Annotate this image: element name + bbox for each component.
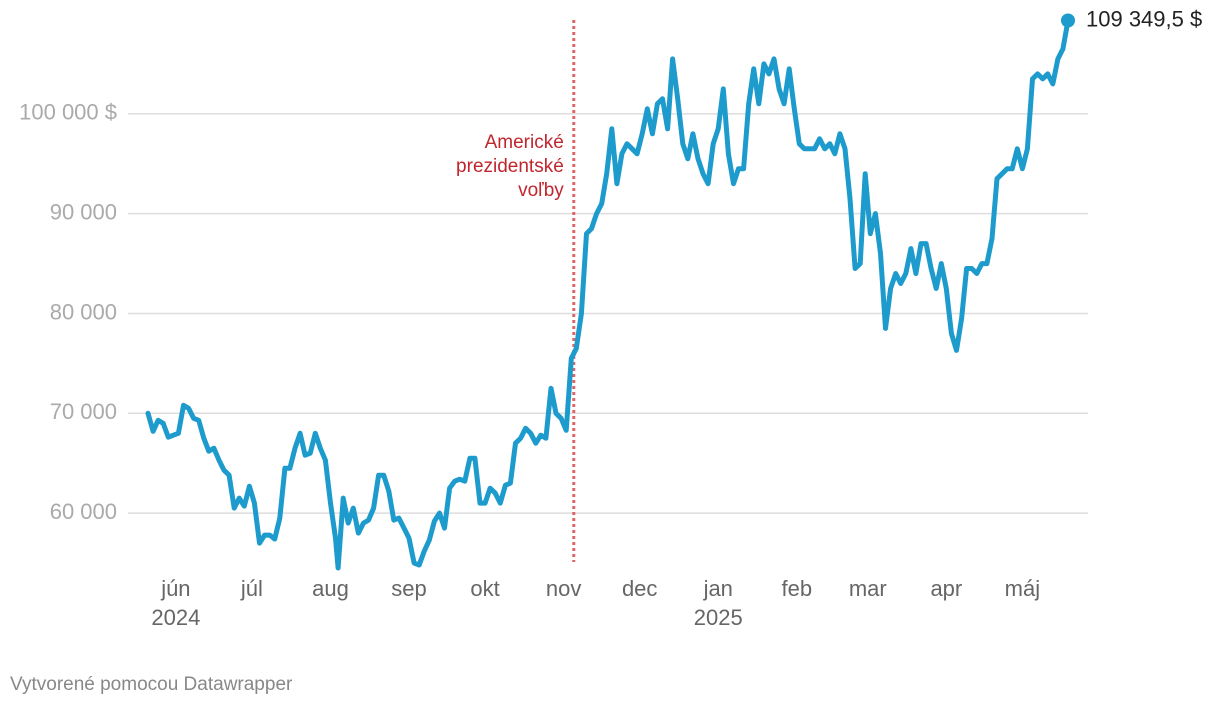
x-year-label: 2024 bbox=[151, 605, 200, 630]
end-label: 109 349,5 $ bbox=[1086, 6, 1202, 31]
x-tick-label: jún bbox=[160, 576, 190, 601]
x-tick-label: nov bbox=[546, 576, 581, 601]
x-tick-label: feb bbox=[782, 576, 813, 601]
x-tick-label: okt bbox=[470, 576, 499, 601]
line bbox=[145, 18, 1071, 571]
x-tick-label: dec bbox=[622, 576, 657, 601]
y-tick-label: 100 000 $ bbox=[19, 100, 117, 125]
event-label: voľby bbox=[518, 180, 564, 201]
x-tick-label: mar bbox=[849, 576, 887, 601]
x-tick-label: júl bbox=[240, 576, 263, 601]
x-tick-label: jan bbox=[703, 576, 733, 601]
x-tick-label: apr bbox=[930, 576, 962, 601]
y-tick-label: 80 000 bbox=[50, 299, 117, 324]
event-label: Americké bbox=[485, 132, 564, 153]
y-tick-label: 60 000 bbox=[50, 499, 117, 524]
x-tick-label: máj bbox=[1005, 576, 1040, 601]
x-tick-label: sep bbox=[391, 576, 426, 601]
y-tick-label: 90 000 bbox=[50, 199, 117, 224]
x-tick-label: aug bbox=[312, 576, 349, 601]
footer: Vytvorené pomocou Datawrapper bbox=[10, 674, 293, 695]
x-year-label: 2025 bbox=[694, 605, 743, 630]
end-dot bbox=[1061, 13, 1075, 28]
y-tick-label: 70 000 bbox=[50, 399, 117, 424]
event-label: prezidentské bbox=[456, 156, 564, 177]
